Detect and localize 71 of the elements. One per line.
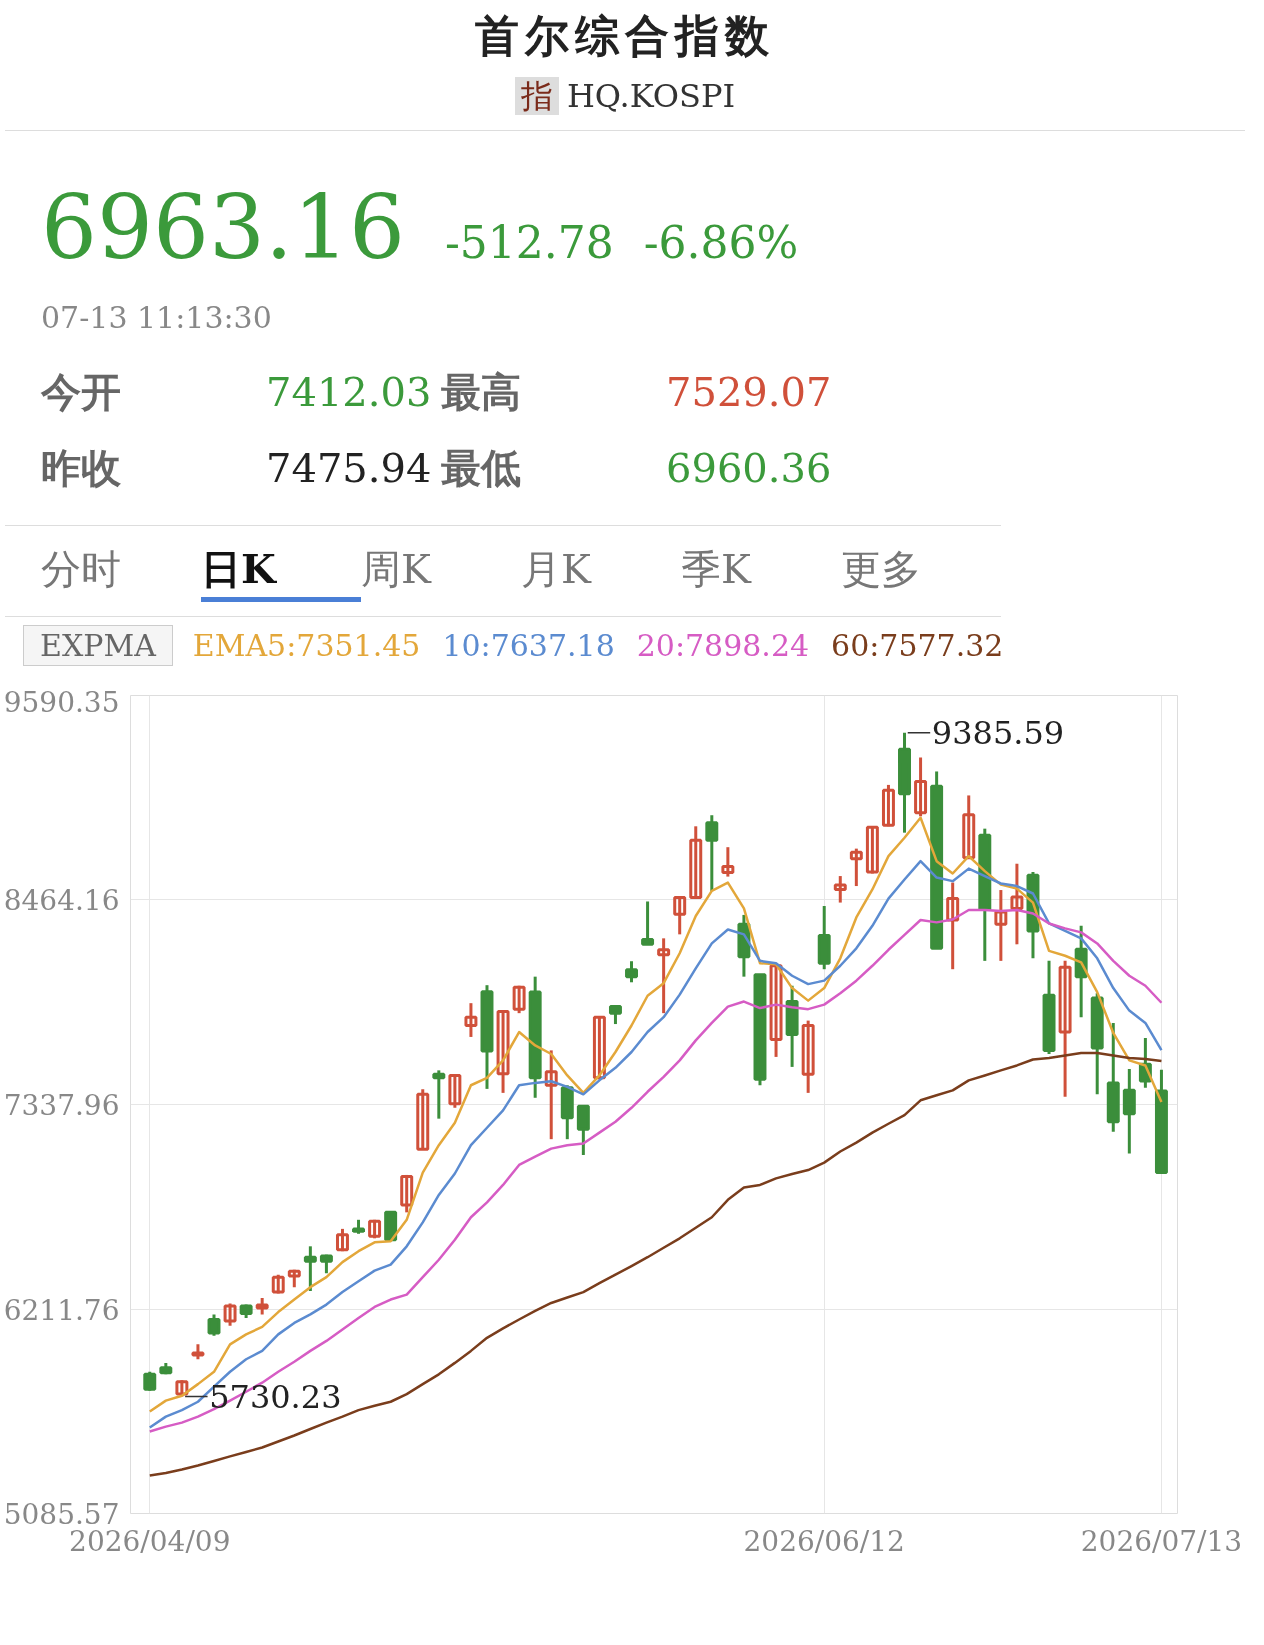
candlestick <box>833 876 847 903</box>
candlestick <box>994 890 1008 961</box>
text: 60:7577.32 <box>831 628 1004 663</box>
text: 10:7637.18 <box>442 628 615 663</box>
text: 昨收 <box>41 443 122 494</box>
candlestick <box>432 1070 446 1119</box>
text: 周K <box>361 545 433 594</box>
candlestick <box>544 1050 558 1141</box>
text: 7529.07 <box>666 368 833 417</box>
x-tick-label: 2026/06/12 <box>743 1524 905 1558</box>
candlestick <box>673 895 687 935</box>
text: -6.86% <box>643 217 799 268</box>
candlestick <box>512 985 526 1015</box>
candlestick <box>207 1314 221 1336</box>
y-tick-label: 9590.35 <box>3 685 120 719</box>
text: -512.78 <box>444 217 614 268</box>
candlestick <box>641 901 655 946</box>
text: 6963.16 <box>41 176 405 279</box>
text: 更多 <box>841 545 922 594</box>
candlestick <box>592 1015 606 1080</box>
text: 最低 <box>441 443 522 494</box>
candlestick <box>448 1073 462 1108</box>
candlestick <box>464 1003 478 1037</box>
text: 20:7898.24 <box>636 628 810 663</box>
text: 日K <box>201 540 361 603</box>
text: 分时 <box>41 545 122 594</box>
line-series <box>148 1051 1163 1477</box>
candlestick <box>625 961 638 983</box>
candlestick <box>496 1010 510 1093</box>
text: EXPMA <box>23 625 173 666</box>
candlestick <box>1058 959 1072 1097</box>
annotation: 9385.59 <box>931 714 1065 753</box>
candlestick <box>849 848 863 888</box>
text: 07-13 11:13:30 <box>41 299 272 335</box>
text: 最高 <box>441 367 522 417</box>
candlestick <box>303 1246 317 1291</box>
candlestick <box>946 882 960 971</box>
candlestick <box>962 795 976 860</box>
candlestick <box>1010 863 1024 945</box>
candlestick <box>271 1274 285 1294</box>
candlestick <box>801 1020 815 1093</box>
text: 季K <box>681 545 753 594</box>
candlestick <box>657 938 671 1015</box>
x-tick-label: 2026/07/13 <box>1080 1524 1243 1558</box>
candlestick <box>608 1005 622 1026</box>
candlestick <box>143 1370 157 1391</box>
candlestick <box>721 847 735 877</box>
candlestick <box>400 1173 414 1213</box>
text: 7412.03 <box>266 368 433 417</box>
y-tick-label: 8464.16 <box>3 884 120 918</box>
candlestick <box>335 1227 349 1253</box>
text: 6960.36 <box>666 444 833 494</box>
candlestick <box>689 826 703 899</box>
text: 今开 <box>41 367 122 417</box>
y-tick-label: 7337.96 <box>3 1089 120 1122</box>
candlestick <box>881 783 895 827</box>
candlestick <box>416 1089 430 1151</box>
candlestick <box>914 757 928 817</box>
y-tick-label: 6211.76 <box>3 1293 120 1327</box>
candlestick <box>223 1303 237 1326</box>
text: 7475.94 <box>266 444 433 494</box>
candlestick <box>1122 1068 1136 1154</box>
chart-subtitle: HQ.KOSPI <box>566 76 736 115</box>
text: 月K <box>521 545 593 594</box>
chart-title: 首尔综合指数 <box>474 9 776 63</box>
candlestick <box>576 1104 590 1155</box>
candlestick <box>865 825 879 874</box>
candlestick <box>705 815 719 891</box>
candlestick <box>368 1218 382 1239</box>
text: 指 <box>514 76 559 115</box>
text: EMA5:7351.45 <box>192 628 421 663</box>
